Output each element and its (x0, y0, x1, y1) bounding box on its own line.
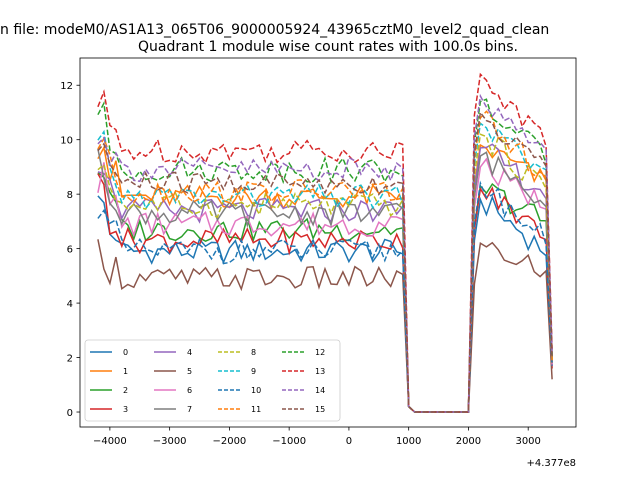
y-tick-label: 4 (67, 299, 73, 310)
legend-label-5: 5 (187, 367, 192, 376)
legend-label-3: 3 (123, 405, 128, 414)
y-tick-label: 0 (67, 408, 73, 419)
x-tick-label: −1000 (272, 436, 306, 447)
legend-label-1: 1 (123, 367, 128, 376)
series-line-15 (97, 110, 553, 413)
y-tick-label: 10 (60, 136, 73, 147)
legend-label-7: 7 (187, 405, 192, 414)
axes-frame (79, 57, 577, 428)
x-tick-label: −3000 (153, 436, 187, 447)
series-line-13 (97, 72, 553, 413)
legend-label-10: 10 (251, 386, 261, 395)
y-tick-label: 12 (60, 81, 73, 92)
legend-label-6: 6 (187, 386, 192, 395)
series-line-11 (97, 110, 553, 413)
series-line-6 (97, 157, 553, 413)
plot-area: −4000 −3000 −2000 −1000 0 1000 2000 30000246810… (60, 57, 577, 447)
x-tick-label: 0 (346, 436, 352, 447)
x-offset-label: +4.377e8 (526, 458, 576, 469)
series-line-7 (97, 148, 553, 413)
legend-label-8: 8 (251, 348, 256, 357)
x-tick-label: −4000 (93, 436, 127, 447)
legend-label-11: 11 (251, 405, 261, 414)
y-tick-label: 2 (67, 354, 73, 365)
legend-label-9: 9 (251, 367, 256, 376)
x-tick-label: 2000 (456, 436, 481, 447)
series-line-10 (97, 180, 553, 413)
legend-label-15: 15 (315, 405, 325, 414)
x-tick-label: −2000 (212, 436, 246, 447)
series-line-12 (97, 98, 553, 413)
series-line-4 (97, 143, 553, 413)
series-line-14 (97, 93, 553, 413)
y-tick-label: 6 (67, 245, 73, 256)
window-title: n file: modeM0/AS1A13_065T06_9000005924_… (0, 22, 549, 38)
series-line-5 (97, 239, 553, 413)
chart-title: Quadrant 1 module wise count rates with … (138, 39, 518, 55)
y-tick-label: 8 (67, 190, 73, 201)
legend-label-0: 0 (123, 348, 128, 357)
x-tick-label: 1000 (396, 436, 421, 447)
legend-label-2: 2 (123, 386, 128, 395)
legend-label-12: 12 (315, 348, 325, 357)
legend-label-14: 14 (315, 386, 325, 395)
legend-label-13: 13 (315, 367, 325, 376)
legend-frame (84, 339, 341, 422)
legend-label-4: 4 (187, 348, 192, 357)
series-line-8 (97, 133, 553, 413)
x-tick-label: 3000 (515, 436, 540, 447)
